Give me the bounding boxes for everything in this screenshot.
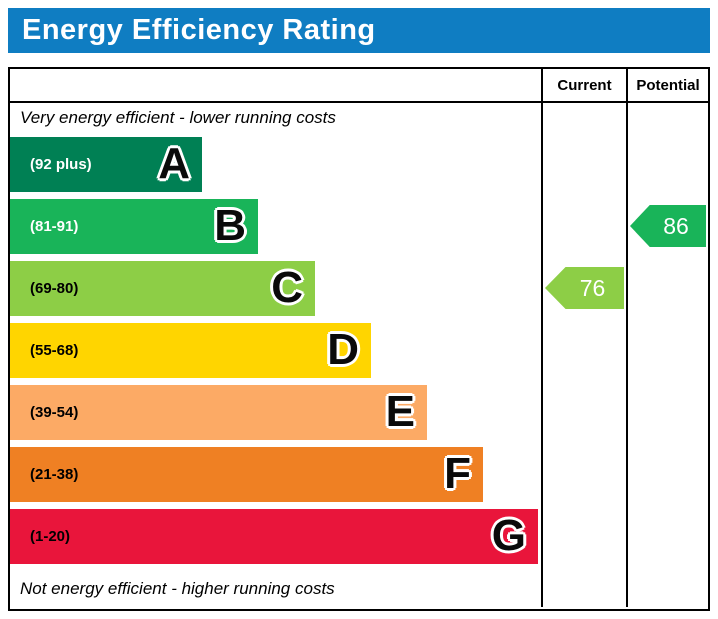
band-letter-f: F — [444, 449, 471, 498]
chart-body: Very energy efficient - lower running co… — [10, 103, 708, 607]
band-letter-e: E — [385, 387, 415, 436]
band-letter-c: C — [271, 263, 303, 312]
header-spacer — [10, 69, 541, 101]
band-row-c: (69-80) C — [10, 257, 541, 319]
band-range-a: (92 plus) — [30, 155, 92, 173]
band-bar-d: (55-68) D — [10, 322, 371, 378]
potential-rating-arrow: 86 — [630, 205, 706, 247]
potential-column-header: Potential — [626, 69, 708, 101]
band-letter-g: G — [491, 511, 526, 560]
current-rating-arrow: 76 — [545, 267, 624, 309]
band-row-f: (21-38) F — [10, 443, 541, 505]
potential-rating-column: 86 — [626, 103, 708, 607]
band-range-g: (1-20) — [30, 527, 71, 545]
band-bar-e: (39-54) E — [10, 384, 427, 440]
bottom-note: Not energy efficient - higher running co… — [20, 579, 335, 598]
band-bar-f: (21-38) F — [10, 446, 483, 502]
energy-efficiency-chart: Current Potential Very energy efficient … — [8, 67, 710, 611]
band-row-a: (92 plus) A — [10, 133, 541, 195]
band-row-e: (39-54) E — [10, 381, 541, 443]
band-bar-c: (69-80) C — [10, 260, 315, 316]
band-row-b: (81-91) B — [10, 195, 541, 257]
band-bar-b: (81-91) B — [10, 198, 258, 254]
band-range-b: (81-91) — [30, 217, 79, 235]
band-range-e: (39-54) — [30, 403, 79, 421]
current-rating-column: 76 — [541, 103, 626, 607]
band-letter-b: B — [214, 201, 246, 250]
band-range-c: (69-80) — [30, 279, 79, 297]
band-bar-a: (92 plus) A — [10, 136, 202, 192]
current-column-header: Current — [541, 69, 626, 101]
potential-rating-value: 86 — [663, 212, 689, 239]
band-row-g: (1-20) G — [10, 505, 541, 567]
top-note: Very energy efficient - lower running co… — [20, 108, 336, 127]
band-range-d: (55-68) — [30, 341, 79, 359]
band-bar-g: (1-20) G — [10, 508, 538, 564]
chart-header-row: Current Potential — [10, 69, 708, 103]
band-row-d: (55-68) D — [10, 319, 541, 381]
band-range-f: (21-38) — [30, 465, 79, 483]
band-area: Very energy efficient - lower running co… — [10, 103, 541, 607]
band-letter-d: D — [327, 325, 359, 374]
page-title: Energy Efficiency Rating — [8, 8, 710, 53]
current-rating-value: 76 — [579, 274, 606, 301]
band-letter-a: A — [158, 139, 190, 188]
